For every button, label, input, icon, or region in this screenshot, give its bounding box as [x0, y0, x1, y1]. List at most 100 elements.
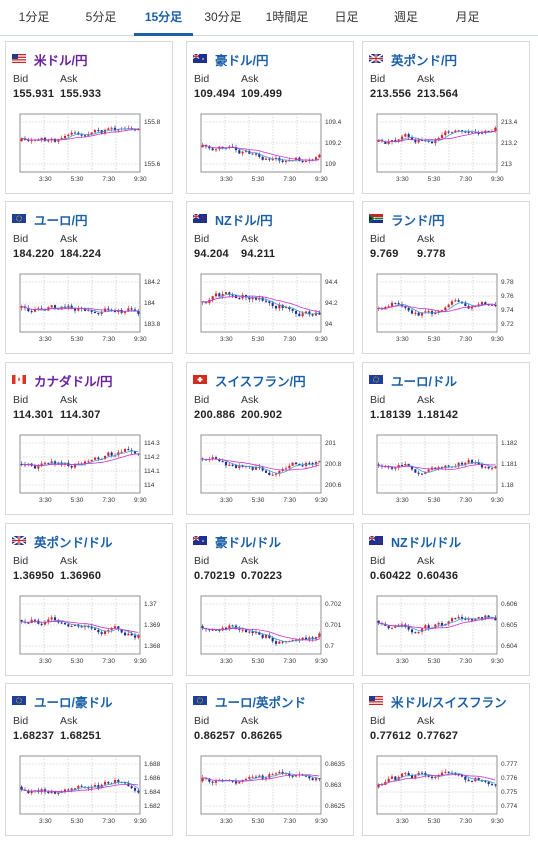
price-chart[interactable]: 0.8635 0.863 0.8625 3:30 5:30 7:30 9:30: [191, 752, 351, 832]
candle-body: [407, 627, 410, 630]
candle-body: [77, 785, 80, 789]
price-chart[interactable]: 1.182 1.181 1.18 3:30 5:30 7:30 9:30: [367, 431, 527, 511]
candle-body: [27, 140, 30, 142]
candle-body: [384, 466, 387, 468]
tab-7[interactable]: 月足: [455, 10, 480, 24]
price-chart[interactable]: 114.3 114.2 114.1 114 3:30 5:30 7:30 9:30: [10, 431, 170, 511]
pair-name-link[interactable]: スイスフラン/円: [215, 375, 306, 389]
candle-body: [420, 139, 424, 141]
rate-card[interactable]: カナダドル/円 Bid Ask 114.301 114.307 114.3 114.2 114…: [5, 362, 173, 515]
x-tick-label: 3:30: [220, 497, 233, 504]
rate-card[interactable]: ユーロ/ドル Bid Ask 1.18139 1.18142 1.182 1.181 1.18…: [362, 362, 530, 515]
rate-card[interactable]: 豪ドル/ドル Bid Ask 0.70219 0.70223 0.702 0.701 0.7 3…: [186, 523, 354, 676]
rate-card[interactable]: ユーロ/英ポンド Bid Ask 0.86257 0.86265 0.8635 0.863 0…: [186, 683, 354, 836]
candle-body: [20, 620, 23, 622]
candle-body: [113, 779, 117, 784]
y-tick-label: 114.2: [144, 454, 160, 461]
bid-value: 155.931: [13, 88, 55, 100]
price-chart[interactable]: 201 200.8 200.6 3:30 5:30 7:30 9:30: [191, 431, 351, 511]
rate-card[interactable]: 英ポンド/ドル Bid Ask 1.36950 1.36960 1.37 1.369 1.36…: [5, 523, 173, 676]
pair-name-link[interactable]: NZドル/ドル: [391, 536, 462, 550]
x-tick-label: 9:30: [134, 176, 147, 183]
candle-body: [224, 292, 228, 294]
candle-body: [117, 129, 120, 131]
moving-average-long: [202, 774, 320, 782]
pair-name-link[interactable]: 英ポンド/ドル: [34, 536, 113, 550]
bid-value: 213.556: [370, 88, 412, 100]
rate-card[interactable]: ユーロ/豪ドル Bid Ask 1.68237 1.68251 1.688 1.686 1.6…: [5, 683, 173, 836]
price-chart[interactable]: 94.4 94.2 94 3:30 5:30 7:30 9:30: [191, 270, 351, 350]
candle-body: [301, 637, 304, 641]
y-tick-label: 1.369: [144, 622, 161, 629]
candle-body: [117, 626, 120, 630]
candle-body: [487, 466, 490, 469]
price-chart[interactable]: 0.606 0.605 0.604 3:30 5:30 7:30 9:30: [367, 592, 527, 672]
pair-name-link[interactable]: 米ドル/スイスフラン: [391, 696, 507, 710]
candle-body: [407, 307, 410, 311]
pair-name-link[interactable]: ユーロ/円: [34, 214, 88, 228]
pair-name-link[interactable]: ユーロ/豪ドル: [34, 696, 113, 710]
candle-body: [234, 147, 238, 151]
rate-card[interactable]: 英ポンド/円 Bid Ask 213.556 213.564 213.4 213.2 213 3…: [362, 41, 530, 194]
rate-card[interactable]: 豪ドル/円 Bid Ask 109.494 109.499 109.4 109.2 109 3:…: [186, 41, 354, 194]
rate-card[interactable]: 米ドル/スイスフラン Bid Ask 0.77612 0.77627 0.777 0.776…: [362, 683, 530, 836]
tab-2[interactable]: 15分足: [134, 0, 193, 36]
tab-0[interactable]: 1分足: [18, 10, 50, 24]
price-chart[interactable]: 0.702 0.701 0.7 3:30 5:30 7:30 9:30: [191, 592, 351, 672]
rate-card[interactable]: NZドル/ドル Bid Ask 0.60422 0.60436 0.606 0.605 0.6…: [362, 523, 530, 676]
price-chart[interactable]: 213.4 213.2 213 3:30 5:30 7:30 9:30: [367, 110, 527, 190]
pair-name-link[interactable]: ユーロ/ドル: [391, 375, 457, 389]
price-chart[interactable]: 9.78 9.76 9.74 9.72 3:30 5:30 7:30 9:30: [367, 270, 527, 350]
candle-body: [137, 635, 140, 638]
pair-name-link[interactable]: カナダドル/円: [34, 375, 113, 389]
moving-average-long: [378, 617, 496, 629]
moving-average-long: [21, 783, 139, 792]
bid-value: 109.494: [194, 88, 236, 100]
price-chart[interactable]: 1.37 1.369 1.368 3:30 5:30 7:30 9:30: [10, 592, 170, 672]
tab-4[interactable]: 1時間足: [265, 10, 309, 24]
tab-5[interactable]: 日足: [334, 10, 359, 24]
tab-6[interactable]: 週足: [393, 10, 418, 24]
rate-card[interactable]: ユーロ/円 Bid Ask 184.220 184.224 184.2 184 183.8 3:…: [5, 201, 173, 354]
bid-label: Bid: [370, 73, 386, 85]
candle-body: [211, 781, 214, 783]
candle-body: [430, 776, 434, 778]
candle-body: [47, 140, 50, 142]
ask-label: Ask: [417, 233, 435, 245]
pair-name-link[interactable]: 英ポンド/円: [391, 54, 457, 68]
rate-card[interactable]: 米ドル/円 Bid Ask 155.931 155.933 155.8 155.6 3:30 5…: [5, 41, 173, 194]
bid-value: 184.220: [13, 248, 55, 260]
price-chart[interactable]: 1.688 1.686 1.684 1.682 3:30 5:30 7:30 9:30: [10, 752, 170, 832]
price-chart[interactable]: 155.8 155.6 3:30 5:30 7:30 9:30: [10, 110, 170, 190]
candle-body: [314, 157, 318, 161]
candle-body: [123, 449, 127, 452]
rate-card[interactable]: NZドル/円 Bid Ask 94.204 94.211 94.4 94.2 94 3:30 5:…: [186, 201, 354, 354]
candle-body: [27, 790, 30, 794]
tab-3[interactable]: 30分足: [204, 10, 242, 24]
pair-name-link[interactable]: 米ドル/円: [34, 54, 88, 68]
pair-name-link[interactable]: ユーロ/英ポンド: [215, 696, 306, 710]
pair-name-link[interactable]: NZドル/円: [215, 214, 273, 228]
candle-body: [387, 625, 390, 629]
ask-label: Ask: [60, 233, 78, 245]
price-chart[interactable]: 0.777 0.776 0.775 0.774 3:30 5:30 7:30 9:30: [367, 752, 527, 832]
pair-name-link[interactable]: 豪ドル/ドル: [215, 536, 281, 550]
pair-name-link[interactable]: ランド/円: [391, 214, 445, 228]
candle-body: [318, 154, 321, 158]
candle-body: [264, 777, 268, 779]
candle-body: [318, 461, 321, 463]
rate-card[interactable]: ランド/円 Bid Ask 9.769 9.778 9.78 9.76 9.74 9.72 3:3…: [362, 201, 530, 354]
price-chart[interactable]: 109.4 109.2 109 3:30 5:30 7:30 9:30: [191, 110, 351, 190]
candle-body: [133, 635, 137, 638]
y-tick-label: 1.368: [144, 643, 161, 650]
candle-body: [87, 626, 90, 628]
pair-name-link[interactable]: 豪ドル/円: [215, 54, 269, 68]
tab-1[interactable]: 5分足: [85, 10, 117, 24]
y-tick-label: 0.8625: [325, 803, 345, 810]
price-chart[interactable]: 184.2 184 183.8 3:30 5:30 7:30 9:30: [10, 270, 170, 350]
candle-body: [248, 777, 251, 779]
candle-body: [394, 776, 397, 780]
candle-body: [251, 153, 254, 155]
candle-body: [294, 774, 298, 777]
rate-card[interactable]: スイスフラン/円 Bid Ask 200.886 200.902 201 200.8 200.…: [186, 362, 354, 515]
